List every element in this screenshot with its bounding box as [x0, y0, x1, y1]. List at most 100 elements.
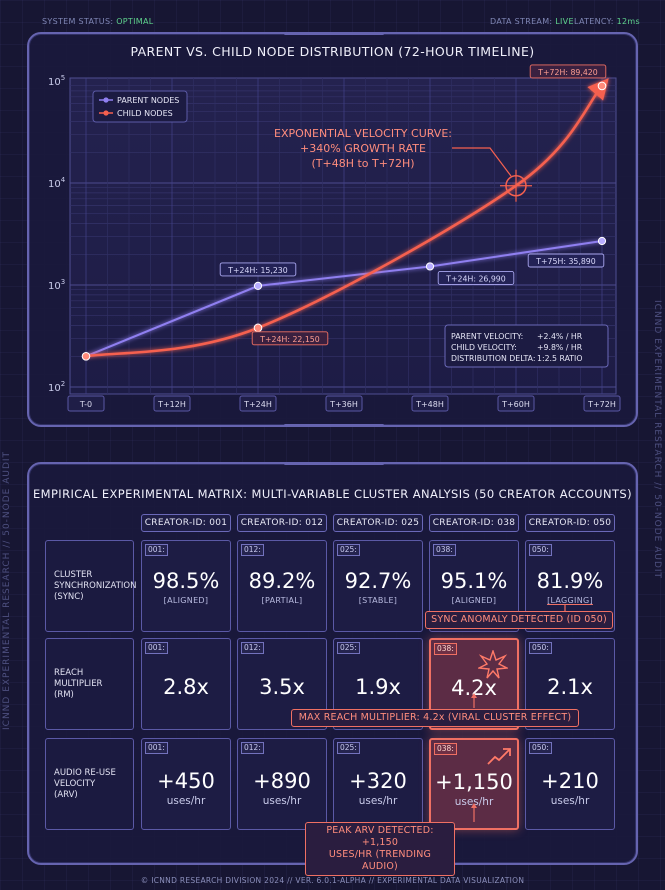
chart-grid	[70, 78, 616, 394]
x-tick-box	[153, 395, 191, 412]
cell-creator-id: 038:	[434, 743, 457, 755]
column-header-050: CREATOR-ID: 050	[525, 514, 615, 532]
chart-point-labels: T+24H: 15,230 T+24H: 26,990 T+75H: 35,890 T…	[219, 64, 607, 346]
cell-creator-id: 025:	[337, 544, 360, 556]
x-tick-label: T+48H	[415, 400, 444, 409]
cell-creator-id: 025:	[337, 642, 360, 654]
x-tick-box	[411, 395, 449, 412]
cell-unit: uses/hr	[166, 795, 206, 807]
cell-creator-id: 038:	[434, 643, 457, 655]
system-status-value: OPTIMAL	[116, 17, 154, 26]
matrix-cell: 001: 2.8x	[141, 638, 231, 730]
data-stream-value: LIVE	[555, 17, 574, 26]
annotation-line-1: EXPONENTIAL VELOCITY CURVE:	[274, 127, 452, 140]
matrix-cell: 050: +210 uses/hr	[525, 738, 615, 830]
matrix-cell: 001: +450 uses/hr	[141, 738, 231, 830]
matrix-title: EMPIRICAL EXPERIMENTAL MATRIX: MULTI-VAR…	[32, 487, 633, 501]
cell-unit: uses/hr	[358, 795, 398, 807]
latency-status: LATENCY: 12ms	[574, 17, 640, 26]
cell-value: 2.8x	[163, 675, 209, 699]
cell-creator-id: 012:	[241, 742, 264, 754]
growth-annotation: EXPONENTIAL VELOCITY CURVE: +340% GROWTH…	[274, 127, 512, 177]
point-label: T+75H: 35,890	[535, 257, 596, 266]
cell-creator-id: 001:	[145, 742, 168, 754]
point-label: T+24H: 26,990	[445, 274, 506, 283]
panel-notch	[284, 462, 384, 465]
cell-creator-id: 025:	[337, 742, 360, 754]
matrix-cell: 025: +320 uses/hr	[333, 738, 423, 830]
x-tick-label: T-0	[79, 400, 92, 409]
legend-marker-parent	[103, 97, 109, 103]
footer: © ICNND RESEARCH DIVISION 2024 // VER. 6…	[140, 876, 525, 885]
stats-label-delta: DISTRIBUTION DELTA:	[451, 354, 535, 363]
stats-value-delta: 1:2.5 RATIO	[537, 354, 583, 363]
cell-value: +320	[349, 769, 407, 793]
chart-legend: PARENT NODES CHILD NODES	[92, 90, 188, 123]
annotation-leader	[452, 147, 512, 177]
legend-marker-child	[103, 110, 109, 116]
stats-value-parent: +2.4% / HR	[537, 332, 583, 341]
matrix-cell: 012: 89.2% [PARTIAL]	[237, 540, 327, 632]
cell-status: [ALIGNED]	[163, 596, 209, 605]
cell-value: 95.1%	[440, 569, 508, 593]
point-label: T+24H: 15,230	[227, 266, 288, 275]
column-header-038: CREATOR-ID: 038	[429, 514, 519, 532]
trending-up-icon	[487, 748, 511, 765]
cell-value: 3.5x	[259, 675, 305, 699]
cell-status: [STABLE]	[358, 596, 398, 605]
point-label: T+72H: 89,420	[537, 68, 598, 77]
annotation-line-3: (T+48H to T+72H)	[311, 157, 414, 170]
velocity-stats-box: PARENT VELOCITY: +2.4% / HR CHILD VELOCI…	[444, 324, 609, 368]
cell-value: +1,150	[435, 770, 513, 794]
system-status: SYSTEM STATUS: OPTIMAL	[42, 17, 154, 26]
cell-status: [LAGGING]	[547, 596, 593, 605]
point-label-box	[251, 331, 329, 346]
matrix-cell: 025: 92.7% [STABLE]	[333, 540, 423, 632]
x-tick-label: T+12H	[157, 400, 186, 409]
x-tick-label: T+72H	[587, 400, 616, 409]
cell-value: 81.9%	[536, 569, 604, 593]
cell-unit: uses/hr	[550, 795, 590, 807]
cell-creator-id: 012:	[241, 544, 264, 556]
matrix-cell: 012: +890 uses/hr	[237, 738, 327, 830]
cell-creator-id: 050:	[529, 742, 552, 754]
chart-series	[81, 78, 609, 361]
cell-value: +890	[253, 769, 311, 793]
data-point-child	[597, 81, 607, 91]
reach-arrow-icon	[471, 693, 477, 698]
chart-title: PARENT VS. CHILD NODE DISTRIBUTION (72-H…	[130, 44, 535, 59]
stats-label-child: CHILD VELOCITY:	[451, 343, 517, 352]
cell-creator-id: 012:	[241, 642, 264, 654]
x-tick-box	[239, 395, 277, 412]
column-header-001: CREATOR-ID: 001	[141, 514, 231, 532]
point-label: T+24H: 22,150	[259, 335, 320, 344]
cell-unit: uses/hr	[454, 796, 494, 808]
cell-value: 89.2%	[248, 569, 316, 593]
series-line-parent	[85, 240, 603, 358]
cell-value: 92.7%	[344, 569, 412, 593]
x-axis: T-0 T+12H T+24H T+36H T+48H T+60H T+72H	[67, 395, 621, 412]
peak-arv-callout: PEAK ARV DETECTED: +1,150 USES/HR (TREND…	[305, 822, 455, 876]
x-tick-label: T+60H	[501, 400, 530, 409]
data-point-child	[81, 351, 91, 361]
legend-label-parent: PARENT NODES	[117, 96, 179, 105]
crosshair-icon	[500, 169, 532, 202]
row-label-sync: CLUSTER SYNCHRONIZATION (SYNC)	[45, 540, 136, 632]
data-point-parent	[253, 281, 263, 290]
cell-value: 98.5%	[152, 569, 220, 593]
point-label-box	[437, 271, 515, 285]
cell-creator-id: 050:	[529, 544, 552, 556]
cell-unit: uses/hr	[262, 795, 302, 807]
max-reach-callout: MAX REACH MULTIPLIER: 4.2x (VIRAL CLUSTE…	[291, 709, 579, 727]
matrix-cell: 001: 98.5% [ALIGNED]	[141, 540, 231, 632]
legend-label-child: CHILD NODES	[117, 109, 173, 118]
x-tick-box	[583, 395, 621, 412]
point-label-box	[529, 64, 607, 79]
status-bar: SYSTEM STATUS: OPTIMAL DATA STREAM: LIVE…	[0, 17, 665, 31]
row-label-reach: REACH MULTIPLIER (RM)	[45, 638, 134, 730]
stats-value-child: +9.8% / HR	[537, 343, 583, 352]
annotation-line-2: +340% GROWTH RATE	[300, 142, 426, 155]
column-header-012: CREATOR-ID: 012	[237, 514, 327, 532]
cell-creator-id: 001:	[145, 544, 168, 556]
x-tick-label: T+24H	[243, 400, 272, 409]
